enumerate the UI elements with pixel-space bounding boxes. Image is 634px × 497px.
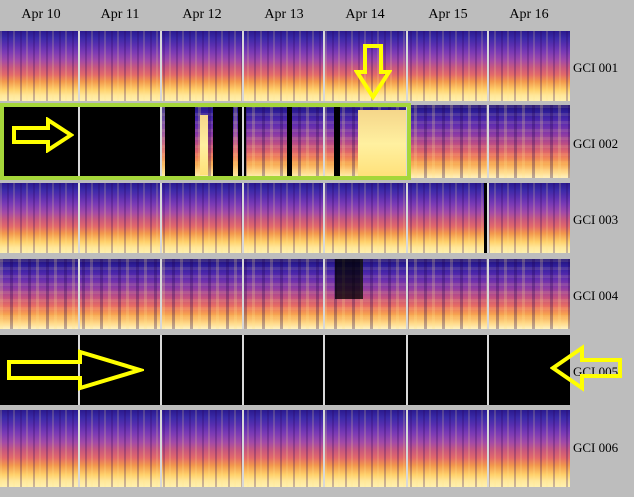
spectrogram-row-gci-006[interactable] [0, 410, 570, 487]
date-label: Apr 15 [428, 7, 468, 22]
highlight-box [0, 103, 411, 180]
date-label: Apr 14 [345, 7, 385, 22]
spectrogram-image [0, 410, 570, 487]
spectrogram-row-gci-002[interactable] [0, 105, 570, 178]
data-gap [213, 105, 233, 178]
left-arrow-icon [550, 344, 622, 392]
spectrogram-row-gci-001[interactable] [0, 31, 570, 101]
data-gap [165, 105, 195, 178]
data-gap [287, 105, 292, 178]
date-label: Apr 13 [264, 7, 304, 22]
station-label: GCI 001 [573, 60, 619, 75]
right-arrow-icon [7, 349, 144, 391]
date-label: Apr 10 [21, 7, 61, 22]
date-label: Apr 11 [100, 7, 140, 22]
spectrogram-row-gci-004[interactable] [0, 259, 570, 329]
signal-burst [358, 110, 406, 178]
spectrogram-row-gci-005[interactable] [0, 335, 570, 405]
spectrogram-row-gci-003[interactable] [0, 183, 570, 253]
down-arrow-icon [354, 44, 392, 100]
station-label: GCI 002 [573, 136, 619, 151]
low-signal-area [335, 259, 363, 299]
right-arrow-icon [12, 117, 74, 153]
station-label: GCI 006 [573, 440, 619, 455]
spectrogram-image [0, 183, 570, 253]
station-label: GCI 003 [573, 212, 619, 227]
spectrogram-image [0, 31, 570, 101]
data-gap [334, 105, 340, 178]
date-label: Apr 12 [182, 7, 222, 22]
station-label: GCI 004 [573, 288, 619, 303]
date-label: Apr 16 [509, 7, 549, 22]
date-header: Apr 10 Apr 11 Apr 12 Apr 13 Apr 14 Apr 1… [0, 0, 570, 30]
data-gap [484, 183, 487, 253]
spectrogram-image [0, 259, 570, 329]
